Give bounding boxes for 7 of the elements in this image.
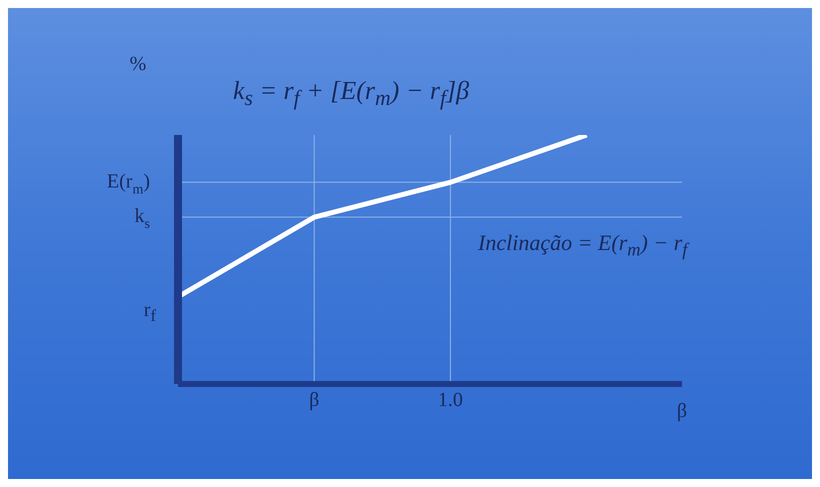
text: r$_{f}$ bbox=[144, 299, 156, 326]
annotation: Inclinação = E(r$_{m}$) − r$_{f}$ bbox=[478, 230, 688, 260]
y-axis-title: % bbox=[130, 52, 146, 75]
x-tick-label: 1.0 bbox=[438, 389, 463, 412]
ref-line-label: k$_{s}$ bbox=[134, 204, 150, 232]
ref-line-label: E(r$_{m}$) bbox=[106, 170, 150, 198]
chart-title: k$_{s}$ = r$_{f}$ + [E(r$_{m}$) − r$_{f}$]β bbox=[233, 76, 470, 110]
